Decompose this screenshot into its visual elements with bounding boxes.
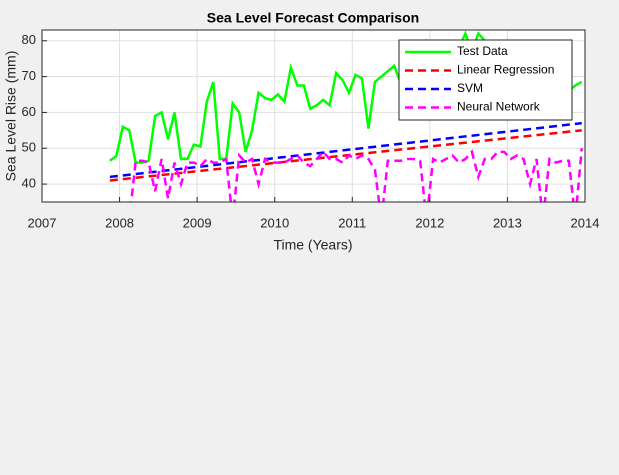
x-tick-label: 2009 — [183, 215, 212, 230]
legend-label: Linear Regression — [457, 63, 554, 77]
legend: Test Data Linear Regression SVM Neural Netw… — [398, 39, 573, 121]
x-tick-label: 2011 — [338, 215, 366, 230]
x-axis-label: Time (Years) — [273, 237, 352, 253]
x-tick-label: 2013 — [493, 215, 522, 230]
series-line — [129, 148, 583, 202]
y-tick-label: 80 — [22, 32, 36, 47]
chart-title: Sea Level Forecast Comparison — [207, 10, 419, 26]
legend-label: Test Data — [457, 44, 508, 58]
series-line — [109, 121, 582, 179]
x-tick-label: 2010 — [260, 215, 289, 230]
y-tick-label: 70 — [22, 68, 36, 83]
y-axis-label: Sea Level Rise (mm) — [3, 51, 19, 182]
legend-label: SVM — [457, 81, 483, 95]
x-tick-label: 2014 — [571, 215, 600, 230]
x-tick-label: 2012 — [415, 215, 444, 230]
y-tick-label: 60 — [22, 104, 36, 119]
y-tick-label: 40 — [22, 176, 36, 191]
series-line — [109, 129, 582, 182]
x-tick-label: 2007 — [28, 215, 57, 230]
legend-label: Neural Network — [457, 100, 541, 114]
x-tick-label: 2008 — [105, 215, 134, 230]
y-tick-label: 50 — [22, 140, 36, 155]
axes-box — [41, 29, 586, 203]
legend-box — [398, 39, 573, 121]
